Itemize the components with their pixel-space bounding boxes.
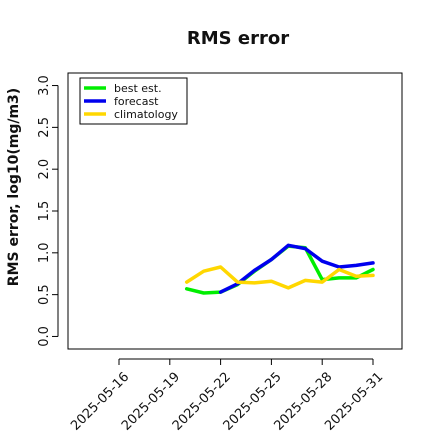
y-tick-label: 0.5: [37, 284, 52, 305]
x-axis: 2025-05-162025-05-192025-05-222025-05-25…: [68, 358, 386, 434]
y-tick-label: 2.5: [37, 117, 52, 138]
plot-frame: [67, 72, 403, 350]
series-line-climatology: [184, 265, 375, 290]
y-tick-label: 1.0: [37, 242, 52, 263]
y-tick-label: 1.5: [37, 201, 52, 222]
series-line-forecast: [218, 243, 375, 294]
y-axis: 0.0 0.5 1.0 1.5 2.0 2.5 3.0: [37, 75, 59, 347]
series-layer: [184, 243, 375, 295]
legend-label: climatology: [114, 108, 178, 121]
legend-label: best est.: [114, 82, 162, 95]
y-tick-label: 2.0: [37, 159, 52, 180]
chart-title: RMS error: [187, 28, 289, 49]
legend-label: forecast: [114, 95, 159, 108]
y-axis-label: RMS error, log10(mg/m3): [6, 88, 22, 286]
y-tick-label: 3.0: [37, 75, 52, 96]
y-tick-label: 0.0: [37, 326, 52, 347]
